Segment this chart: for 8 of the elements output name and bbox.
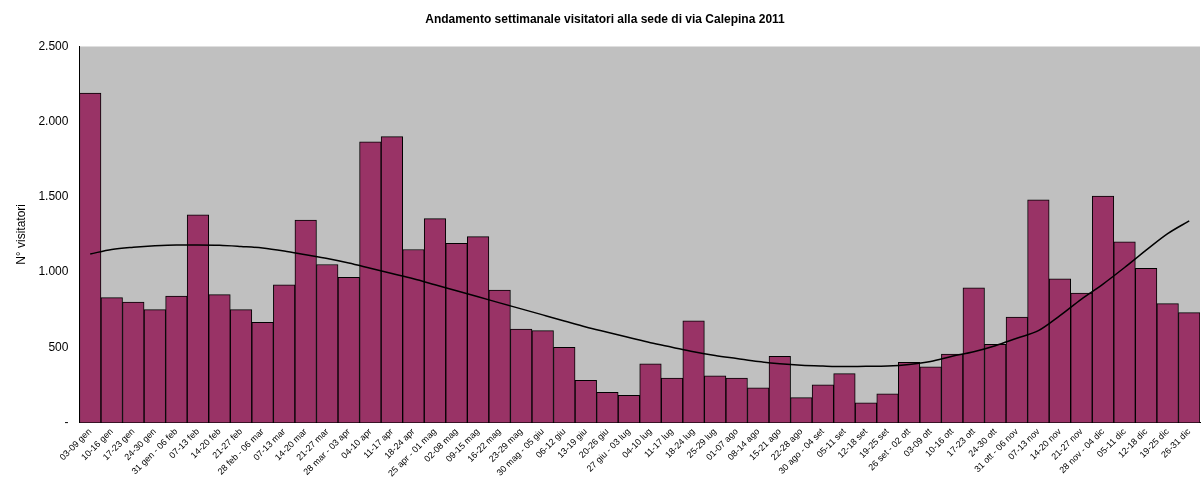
y-tick-label: 500 [48,339,69,354]
y-tick-label: 1.000 [38,264,69,279]
y-tick-label: - [64,414,69,429]
y-axis-title: N° visitatori [13,204,28,265]
y-tick-label: 1.500 [38,189,69,204]
y-tick-label: 2.500 [38,38,69,53]
chart-title: Andamento settimanale visitatori alla sede di via Calepina 2011 [425,11,786,26]
y-tick-label: 2.000 [38,113,69,128]
